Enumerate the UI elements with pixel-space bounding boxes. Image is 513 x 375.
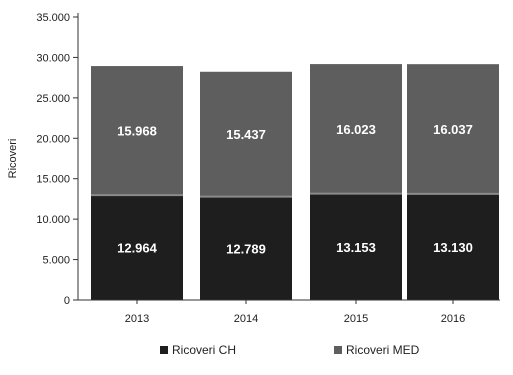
bars-group: 12.964 15.968 12.789 15.437 13.153 16.023 13.1… [91, 64, 499, 300]
bar-data-label: 12.964 [117, 241, 158, 256]
y-tick-label: 30.000 [36, 52, 70, 64]
bar-data-label: 16.023 [336, 122, 376, 137]
y-tick-label: 0 [64, 295, 70, 307]
y-tick-label: 25.000 [36, 93, 70, 105]
y-tick-label: 5.000 [42, 255, 70, 267]
legend-label-med: Ricoveri MED [346, 343, 420, 357]
bar-segment-med-2014 [200, 71, 292, 197]
legend-label-ch: Ricoveri CH [172, 343, 236, 357]
bar-data-label: 16.037 [433, 122, 473, 137]
y-tick-label: 35.000 [36, 12, 70, 24]
legend-swatch-ch [160, 346, 168, 354]
x-axis-ticks: 2013 2014 2015 2016 [125, 300, 465, 325]
y-tick-label: 10.000 [36, 214, 70, 226]
bar-segment-med-2016 [407, 64, 499, 194]
bar-segment-med-2013 [91, 66, 183, 196]
x-tick-label: 2014 [234, 313, 258, 325]
bar-data-label: 13.130 [433, 240, 473, 255]
bar-segment-ch-2013 [91, 195, 183, 300]
x-tick-label: 2015 [344, 313, 368, 325]
bar-data-label: 12.789 [226, 241, 266, 256]
y-axis-title: Ricoveri [7, 139, 19, 179]
legend-swatch-med [334, 346, 342, 354]
bar-segment-ch-2015 [310, 193, 402, 300]
bar-segment-ch-2016 [407, 193, 499, 300]
x-tick-label: 2016 [441, 313, 465, 325]
bar-segment-ch-2014 [200, 196, 292, 300]
bar-segment-med-2015 [310, 64, 402, 194]
y-tick-label: 15.000 [36, 174, 70, 186]
bar-data-label: 15.437 [226, 127, 266, 142]
bar-data-label: 13.153 [336, 240, 376, 255]
legend: Ricoveri CH Ricoveri MED [160, 343, 420, 357]
y-tick-label: 20.000 [36, 133, 70, 145]
bar-data-label: 15.968 [117, 124, 157, 139]
y-axis-ticks: 0 5.000 10.000 15.000 20.000 25.000 30.000 35.0… [36, 12, 78, 307]
x-tick-label: 2013 [125, 313, 149, 325]
